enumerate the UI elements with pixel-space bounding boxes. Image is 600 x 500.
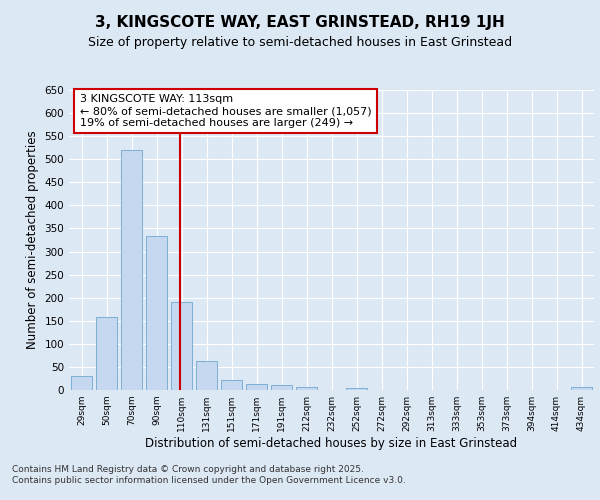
Text: Size of property relative to semi-detached houses in East Grinstead: Size of property relative to semi-detach… <box>88 36 512 49</box>
Bar <box>96 317 117 390</box>
X-axis label: Distribution of semi-detached houses by size in East Grinstead: Distribution of semi-detached houses by … <box>145 437 518 450</box>
Bar <box>71 376 92 390</box>
Text: Contains HM Land Registry data © Crown copyright and database right 2025.
Contai: Contains HM Land Registry data © Crown c… <box>12 466 406 484</box>
Text: 3 KINGSCOTE WAY: 113sqm
← 80% of semi-detached houses are smaller (1,057)
19% of: 3 KINGSCOTE WAY: 113sqm ← 80% of semi-de… <box>79 94 371 128</box>
Bar <box>196 361 217 390</box>
Bar <box>571 387 592 390</box>
Bar <box>246 384 267 390</box>
Bar <box>146 236 167 390</box>
Bar <box>296 387 317 390</box>
Bar <box>171 302 192 390</box>
Y-axis label: Number of semi-detached properties: Number of semi-detached properties <box>26 130 39 350</box>
Bar <box>271 385 292 390</box>
Bar <box>121 150 142 390</box>
Bar <box>346 388 367 390</box>
Text: 3, KINGSCOTE WAY, EAST GRINSTEAD, RH19 1JH: 3, KINGSCOTE WAY, EAST GRINSTEAD, RH19 1… <box>95 15 505 30</box>
Bar <box>221 380 242 390</box>
